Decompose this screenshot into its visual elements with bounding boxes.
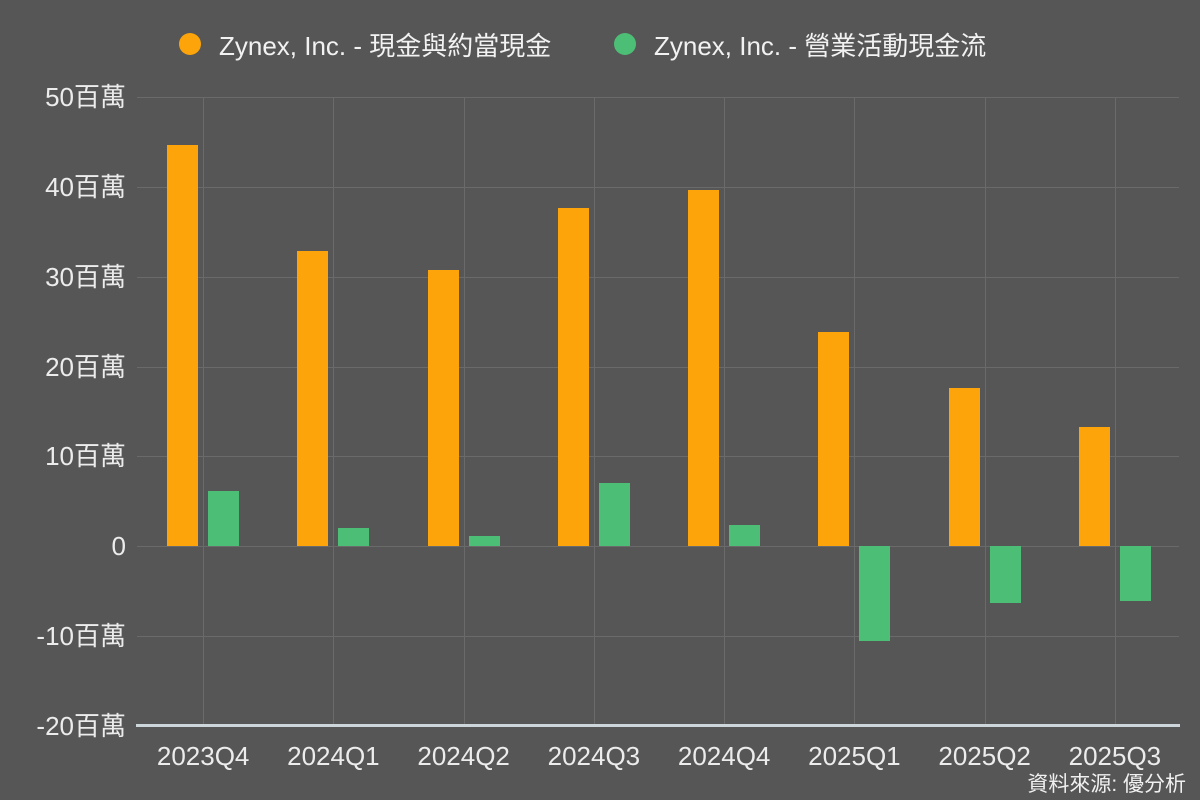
- gridline-x-2024Q2: [463, 97, 465, 726]
- x-tick-label-2025Q1: 2025Q1: [808, 741, 901, 771]
- gridline-x-2025Q3: [1114, 97, 1116, 726]
- gridline-y-40: [137, 186, 1179, 188]
- y-tick-label-0: 0: [111, 531, 126, 562]
- y-tick-label--10: -10百萬: [36, 621, 126, 652]
- gridline-x-2025Q1: [854, 97, 856, 726]
- bar-cash-2025Q2: [948, 388, 980, 547]
- bar-ocf-2024Q3: [598, 483, 630, 547]
- gridline-y-20: [137, 366, 1179, 368]
- legend-item-operating-cash-flow: Zynex, Inc. - 營業活動現金流: [614, 22, 986, 66]
- x-axis-line: [136, 724, 1180, 727]
- gridline-x-2023Q4: [203, 97, 205, 726]
- bar-cash-2025Q1: [818, 332, 850, 547]
- x-tick-label-2024Q1: 2024Q1: [287, 741, 380, 771]
- gridline-y-50: [137, 97, 1179, 98]
- legend-item-cash: Zynex, Inc. - 現金與約當現金: [179, 22, 551, 66]
- y-tick-label-30: 30百萬: [45, 261, 126, 292]
- bar-cash-2024Q4: [688, 190, 720, 547]
- gridline-x-2024Q4: [724, 97, 726, 726]
- bar-ocf-2024Q1: [338, 528, 370, 547]
- gridline-x-2024Q3: [593, 97, 595, 726]
- legend-dot-operating-cash-flow-icon: [614, 33, 636, 55]
- x-tick-label-2024Q2: 2024Q2: [417, 741, 510, 771]
- bar-cash-2024Q1: [297, 250, 329, 547]
- source-note: 資料來源: 優分析: [1027, 773, 1186, 796]
- legend-label-cash: Zynex, Inc. - 現金與約當現金: [219, 30, 552, 61]
- bar-ocf-2024Q2: [468, 536, 500, 547]
- gridline-x-2025Q2: [984, 97, 986, 726]
- bar-ocf-2025Q2: [989, 546, 1021, 603]
- gridline-y--10: [137, 636, 1179, 638]
- bar-cash-2025Q3: [1078, 426, 1110, 547]
- legend-dot-cash-icon: [179, 33, 201, 55]
- y-tick-label-50: 50百萬: [45, 82, 126, 112]
- x-tick-label-2025Q3: 2025Q3: [1068, 741, 1162, 771]
- bar-cash-2023Q4: [167, 144, 199, 547]
- y-tick-label-10: 10百萬: [45, 441, 126, 472]
- gridline-y-30: [137, 276, 1179, 278]
- bar-ocf-2023Q4: [208, 490, 240, 547]
- bar-ocf-2025Q3: [1119, 546, 1151, 602]
- y-tick-label-20: 20百萬: [45, 351, 126, 382]
- gridline-x-2024Q1: [333, 97, 335, 726]
- bar-ocf-2025Q1: [859, 546, 891, 641]
- y-tick-label--20: -20百萬: [36, 711, 126, 741]
- x-tick-label-2025Q2: 2025Q2: [938, 741, 1031, 771]
- plot-area: [136, 97, 1180, 727]
- legend: Zynex, Inc. - 現金與約當現金 Zynex, Inc. - 營業活動…: [0, 0, 1200, 70]
- x-tick-label-2024Q3: 2024Q3: [547, 741, 641, 771]
- gridline-y-10: [137, 456, 1179, 458]
- x-tick-label-2024Q4: 2024Q4: [677, 741, 771, 771]
- gridline-y-0: [137, 546, 1179, 548]
- bar-cash-2024Q3: [557, 208, 589, 547]
- bar-ocf-2024Q4: [729, 524, 761, 547]
- x-tick-label-2023Q4: 2023Q4: [156, 741, 250, 771]
- legend-label-operating-cash-flow: Zynex, Inc. - 營業活動現金流: [654, 30, 987, 61]
- y-tick-label-40: 40百萬: [45, 171, 126, 202]
- bar-cash-2024Q2: [427, 269, 459, 547]
